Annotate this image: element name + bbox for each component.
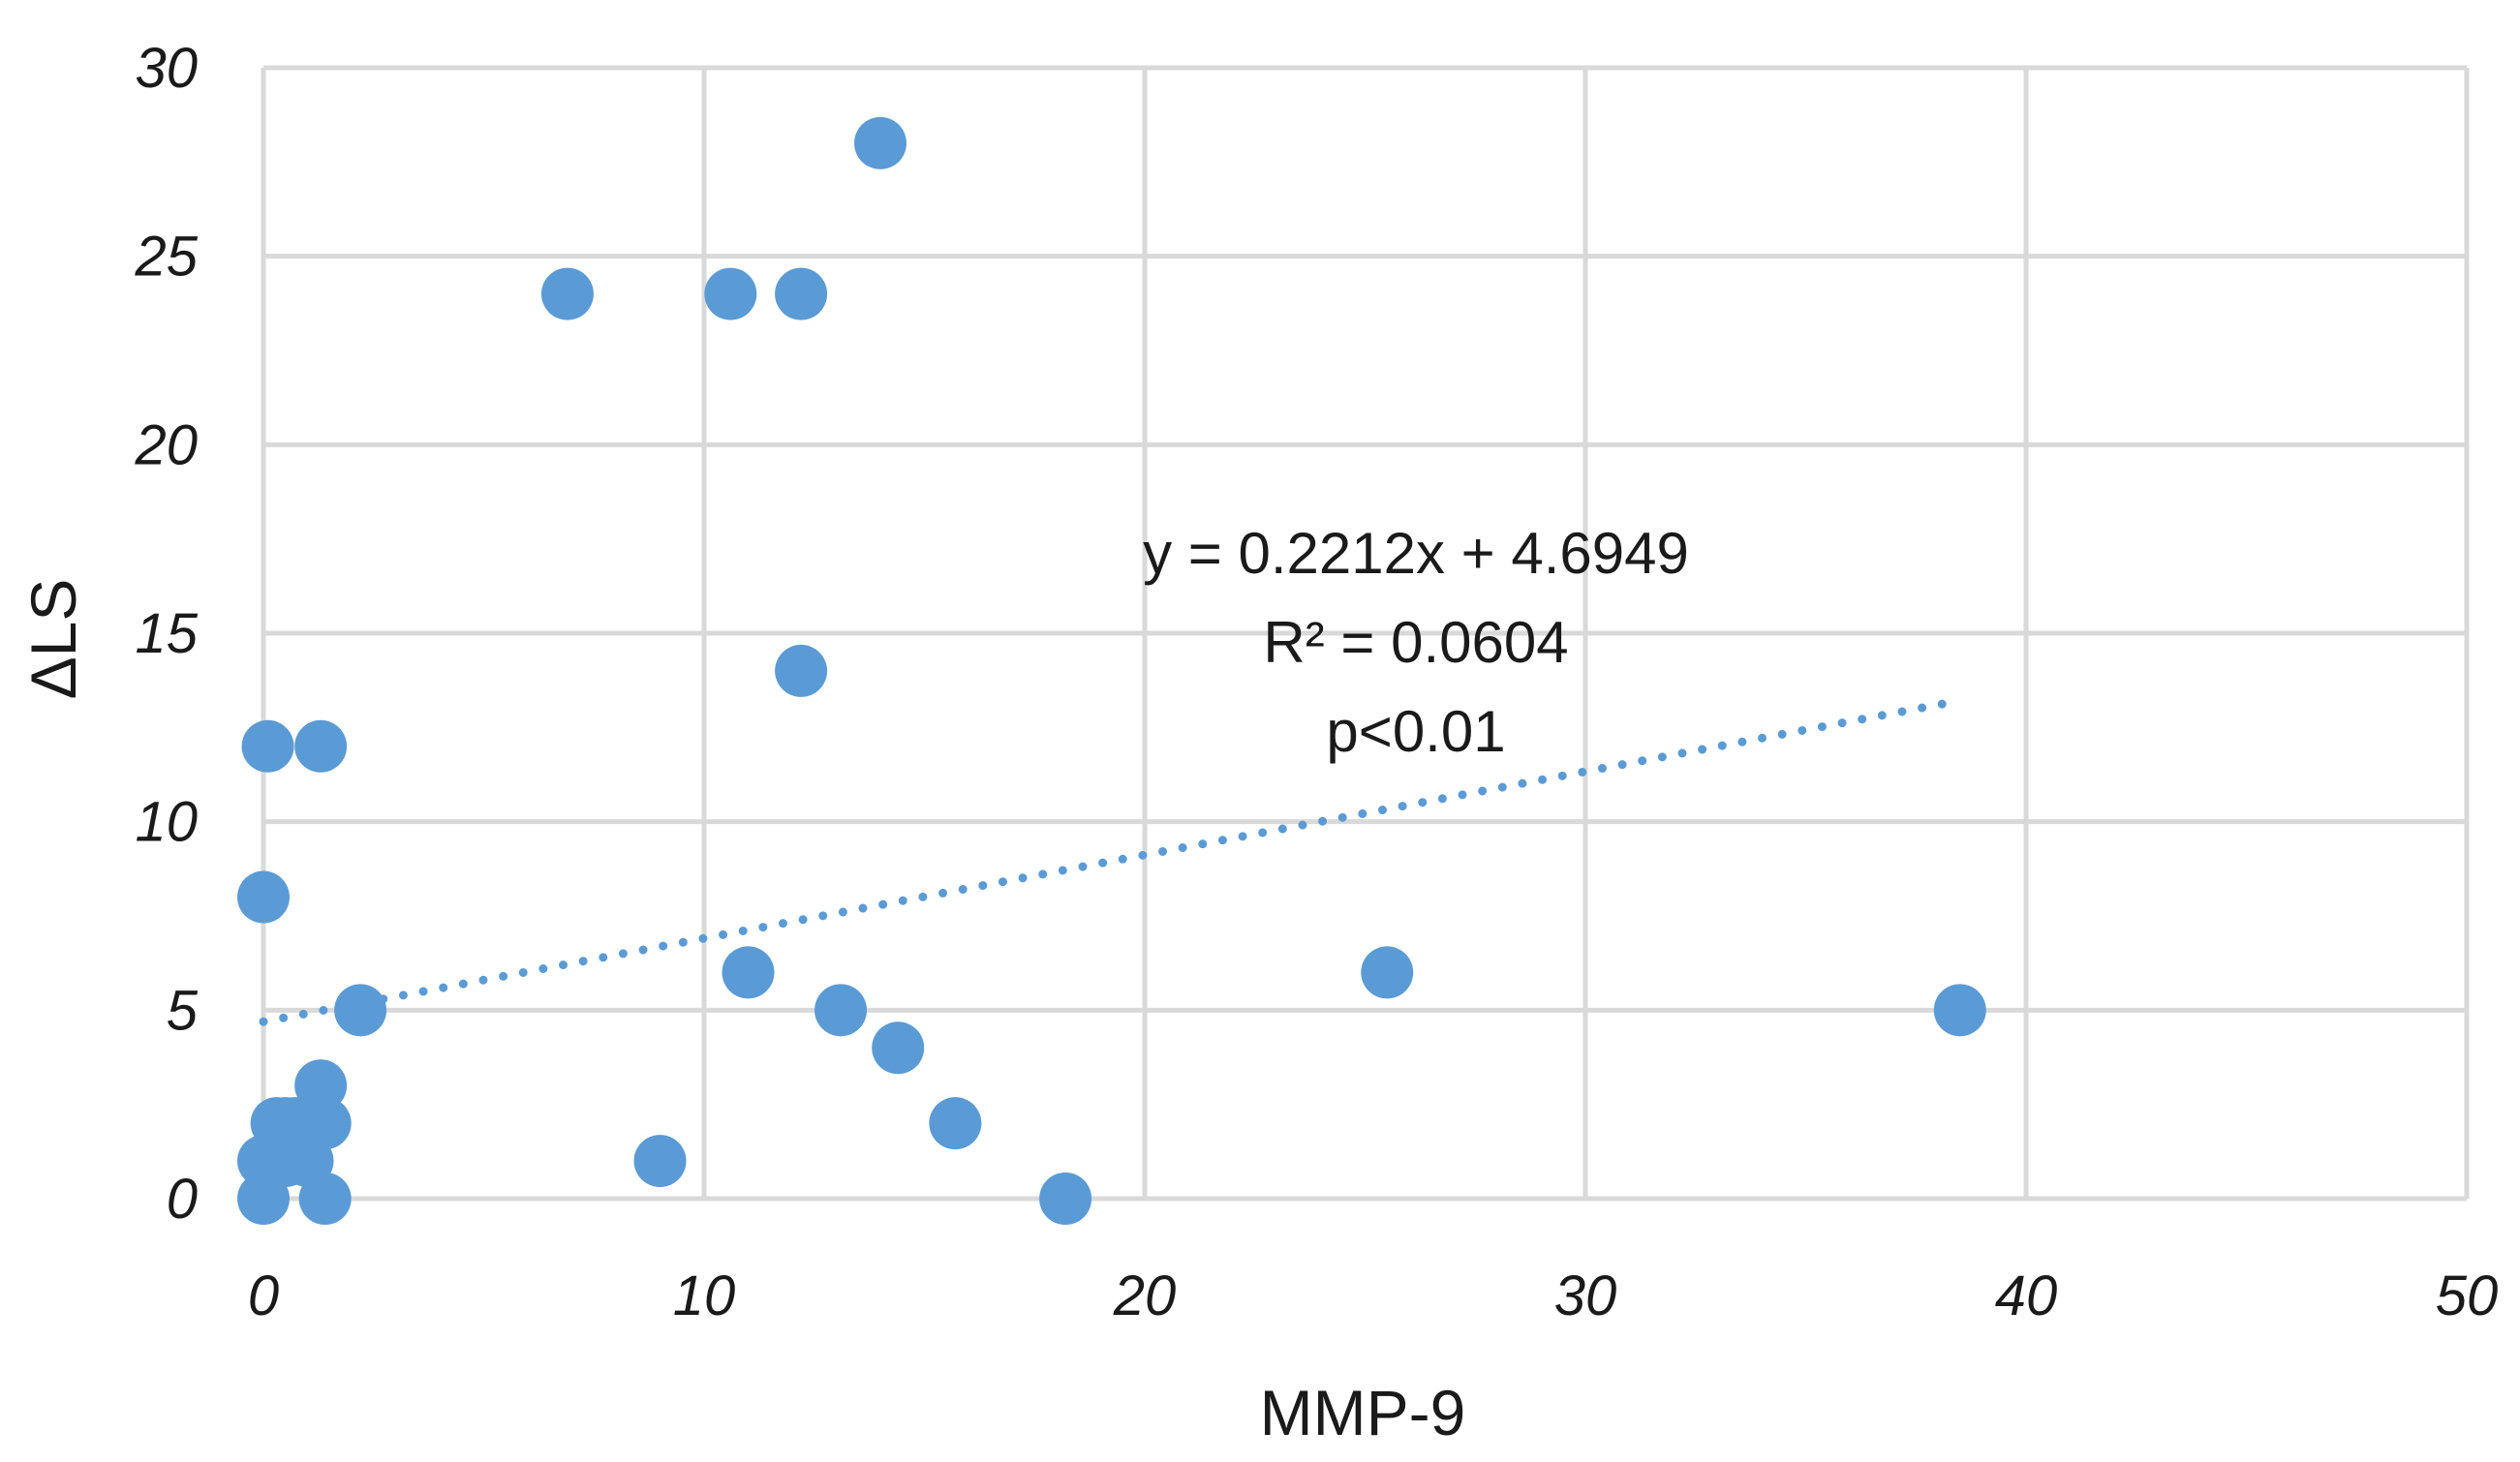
y-tick-labels: 0 5 10 15 20 25 30 (134, 37, 198, 1231)
data-point (334, 984, 387, 1037)
data-point (1361, 946, 1414, 999)
trendline-layer (259, 696, 1965, 1026)
x-axis-title: MMP-9 (1260, 1377, 1466, 1448)
data-point (298, 1173, 352, 1225)
y-tick-label: 15 (135, 602, 198, 665)
x-tick-label: 40 (1995, 1264, 2058, 1327)
data-point (241, 719, 294, 773)
data-point (237, 870, 290, 924)
x-tick-label: 20 (1113, 1264, 1177, 1327)
y-tick-label: 5 (167, 979, 199, 1042)
data-point (633, 1135, 687, 1188)
trendline-equation: y = 0.2212x + 4.6949 (1143, 521, 1689, 586)
r-squared-label: R² = 0.0604 (1263, 610, 1568, 675)
data-point (929, 1097, 982, 1150)
x-tick-label: 10 (673, 1264, 736, 1327)
data-point (294, 1059, 348, 1112)
data-point (237, 1173, 290, 1225)
data-point (814, 984, 868, 1037)
x-tick-label: 50 (2436, 1264, 2499, 1327)
y-tick-label: 10 (135, 791, 198, 854)
data-point (872, 1021, 925, 1075)
y-axis-title: ΔLS (17, 579, 89, 700)
data-point (1933, 984, 1986, 1037)
y-tick-label: 25 (134, 226, 198, 289)
trendline (259, 696, 1965, 1026)
y-tick-label: 20 (134, 413, 198, 476)
data-point (775, 267, 828, 320)
data-point (294, 719, 348, 773)
data-point (704, 267, 757, 320)
p-value-label: p<0.01 (1326, 699, 1505, 764)
x-tick-label: 0 (248, 1264, 279, 1327)
data-point (722, 946, 775, 999)
y-tick-label: 0 (167, 1168, 198, 1231)
data-points (237, 116, 1986, 1225)
data-point (1039, 1173, 1092, 1225)
data-point (540, 267, 594, 320)
data-point (775, 644, 828, 697)
grid (261, 65, 2470, 1202)
y-tick-label: 30 (135, 37, 198, 100)
x-tick-labels: 0 10 20 30 40 50 (248, 1264, 2498, 1327)
data-point (854, 116, 907, 169)
x-tick-label: 30 (1554, 1264, 1617, 1327)
